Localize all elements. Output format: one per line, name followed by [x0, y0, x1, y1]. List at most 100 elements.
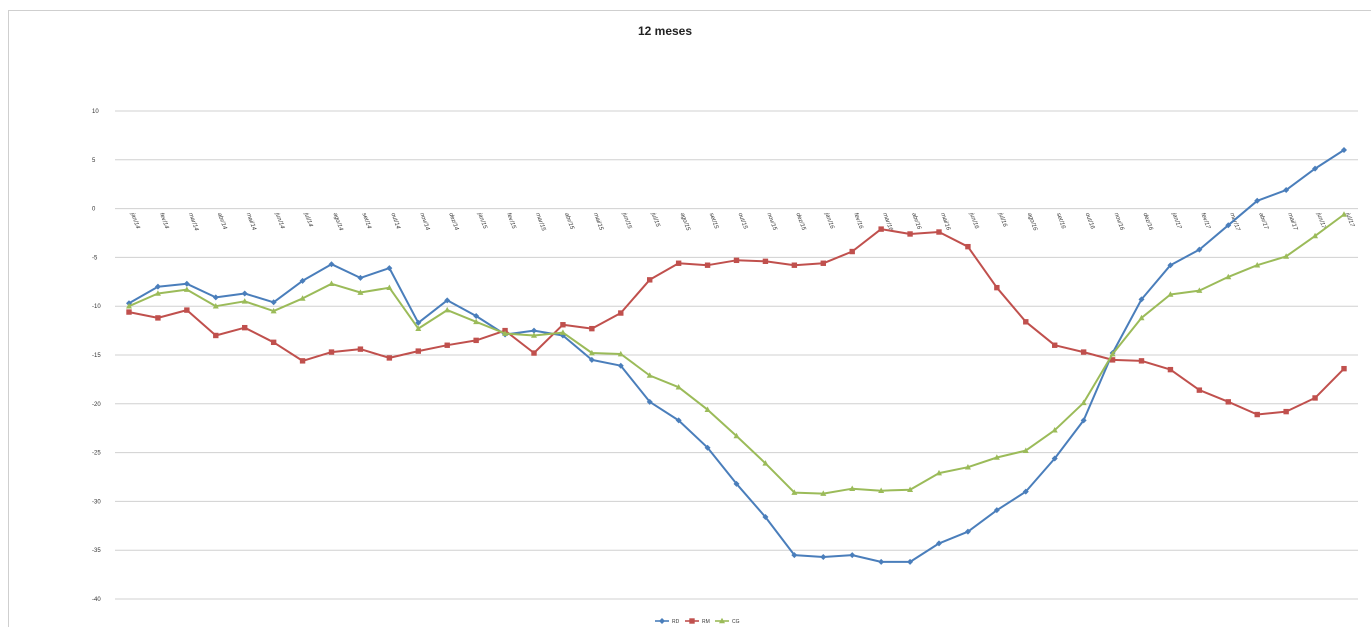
- data-point: [646, 372, 653, 378]
- data-point: [1109, 350, 1116, 357]
- x-tick-label: jan/16: [823, 211, 835, 230]
- data-point: [1283, 408, 1289, 415]
- data-point: [270, 307, 277, 314]
- data-point: [588, 356, 595, 363]
- y-tick-label: -40: [92, 597, 101, 603]
- x-tick-label: set/16: [1055, 212, 1066, 230]
- data-point: [531, 332, 537, 338]
- y-tick-label: 5: [92, 158, 96, 164]
- data-point: [1196, 287, 1203, 293]
- x-tick-label: jul/14: [302, 211, 313, 228]
- x-tick-label: nov/15: [766, 212, 778, 232]
- x-axis: jan/14 fev/14 mar/14 abr/14 mai/14 jun/14 jul/…: [129, 211, 1355, 232]
- data-point: [1312, 395, 1318, 401]
- data-point: [589, 325, 595, 332]
- data-point: [618, 310, 624, 316]
- data-point: [1225, 222, 1232, 229]
- data-point: [791, 262, 798, 268]
- data-point: [183, 286, 190, 292]
- data-point: [675, 417, 682, 424]
- data-point: [1167, 366, 1174, 373]
- y-tick-label: -20: [92, 402, 101, 408]
- data-point: [820, 554, 827, 561]
- data-point: [1051, 455, 1058, 462]
- x-tick-label: jun/16: [968, 211, 980, 230]
- data-point: [849, 552, 856, 559]
- data-point: [646, 398, 653, 405]
- data-point: [212, 303, 219, 309]
- data-point: [994, 284, 1000, 291]
- legend-item-cg: CG: [715, 617, 740, 625]
- x-tick-label: mai/17: [1286, 212, 1298, 232]
- data-point: [473, 312, 480, 319]
- data-point: [415, 348, 421, 354]
- data-point: [270, 299, 277, 306]
- x-tick-label: dez/14: [447, 212, 459, 232]
- y-tick-label: -25: [92, 451, 101, 457]
- data-point: [1138, 296, 1145, 303]
- data-point: [936, 229, 942, 235]
- data-point: [647, 277, 653, 283]
- data-point: [878, 226, 884, 232]
- x-tick-label: jul/15: [649, 211, 660, 228]
- x-tick-label: abr/15: [563, 212, 575, 231]
- data-point: [328, 261, 335, 268]
- x-tick-label: nov/16: [1113, 212, 1125, 232]
- data-point: [531, 350, 537, 356]
- data-point: [964, 464, 971, 470]
- data-point: [1109, 357, 1116, 363]
- data-point: [473, 318, 480, 325]
- data-point: [444, 342, 450, 348]
- data-point: [1051, 426, 1058, 433]
- data-point: [762, 514, 769, 521]
- data-point: [675, 384, 682, 390]
- data-point: [1138, 314, 1145, 321]
- x-tick-label: abr/16: [910, 212, 922, 231]
- data-point: [993, 507, 1000, 514]
- data-point: [183, 280, 190, 287]
- x-tick-label: jan/15: [476, 211, 488, 230]
- data-point: [689, 618, 695, 624]
- data-point: [704, 406, 711, 412]
- data-point: [1312, 165, 1319, 172]
- y-tick-label: -10: [92, 304, 101, 310]
- y-tick-label: -15: [92, 353, 101, 359]
- chart-title: 12 meses: [637, 24, 693, 38]
- data-point: [878, 487, 885, 493]
- data-point: [559, 329, 566, 335]
- x-tick-label: ago/15: [679, 212, 691, 232]
- data-point: [704, 444, 711, 451]
- data-point: [791, 489, 798, 495]
- data-point: [386, 355, 393, 361]
- series-rd: [126, 147, 1347, 565]
- data-point: [415, 319, 422, 326]
- data-point: [1341, 147, 1347, 154]
- data-point: [299, 358, 306, 364]
- data-point: [1254, 197, 1261, 204]
- legend: RD RM CG: [655, 617, 740, 625]
- x-tick-label: ago/16: [1026, 212, 1038, 232]
- data-point: [1283, 253, 1290, 259]
- x-tick-label: out/15: [737, 212, 749, 230]
- x-tick-label: jul/17: [1344, 211, 1355, 228]
- x-tick-label: dez/15: [794, 212, 806, 232]
- data-point: [762, 460, 769, 466]
- y-axis: 10 5 0 -5 -10 -15 -20 -25 -30 -35 -40: [92, 109, 101, 603]
- x-tick-label: jan/14: [129, 211, 141, 230]
- data-point: [242, 324, 248, 331]
- data-point: [386, 265, 393, 272]
- x-tick-label: jun/15: [621, 211, 633, 230]
- x-tick-label: ago/14: [332, 212, 344, 232]
- legend-item-rm: RM: [685, 618, 710, 625]
- data-point: [733, 480, 740, 487]
- data-point: [993, 454, 1000, 460]
- data-point: [126, 303, 132, 309]
- data-point: [154, 290, 161, 296]
- data-point: [704, 262, 711, 268]
- x-tick-label: mai/15: [592, 212, 604, 232]
- legend-item-rd: RD: [655, 618, 680, 625]
- data-point: [1341, 211, 1347, 217]
- data-point: [212, 294, 219, 301]
- x-tick-label: jul/16: [997, 211, 1008, 228]
